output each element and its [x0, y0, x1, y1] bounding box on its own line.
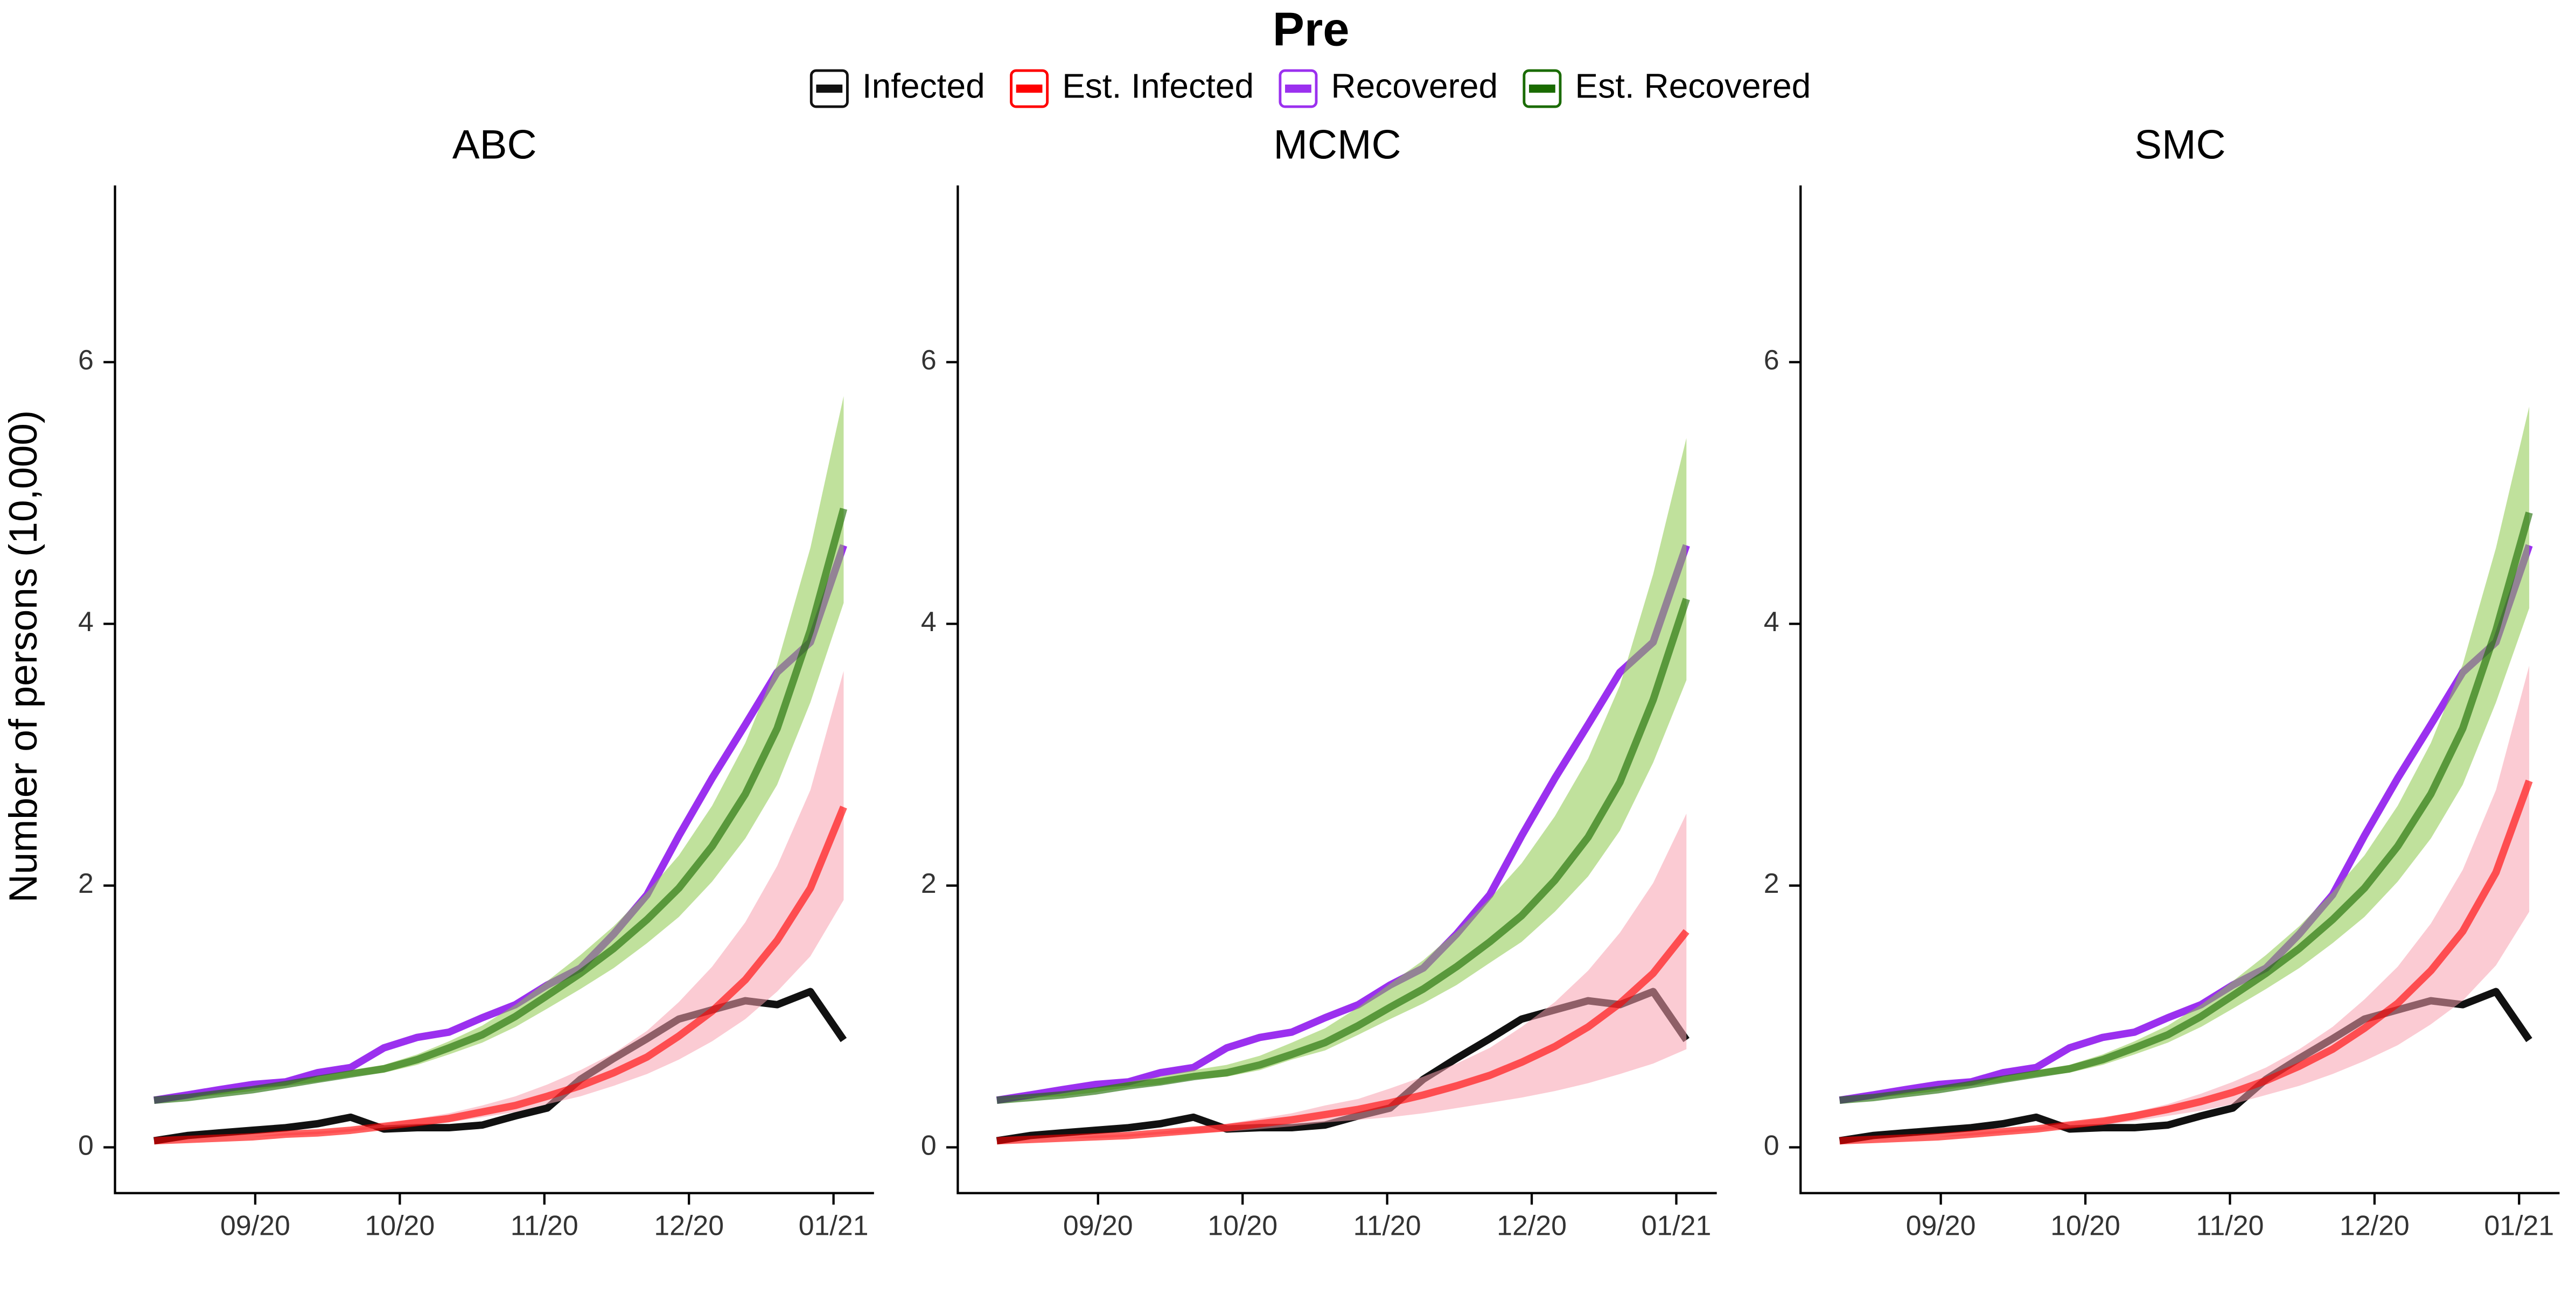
estimate-line — [1839, 512, 2533, 1104]
panel: SMC 0 2 4 6 09/20 10/20 11/20 12/20 01/21 — [1764, 122, 2560, 1241]
y-tick-label: 0 — [921, 1129, 937, 1160]
axis-line — [114, 185, 874, 1194]
y-tick-label: 2 — [921, 868, 937, 899]
confidence-band — [996, 438, 1687, 1101]
y-tick-label: 2 — [78, 868, 94, 899]
y-tick-label: 6 — [1764, 344, 1779, 375]
y-tick-label: 0 — [1764, 1129, 1779, 1160]
panel: MCMC 0 2 4 6 09/20 10/20 11/20 12/20 01/21 — [921, 122, 1717, 1241]
panel-title: MCMC — [1273, 122, 1401, 167]
legend-item: Recovered — [1279, 66, 1498, 108]
y-axis-label: Number of persons (10,000) — [1, 410, 45, 903]
legend-label: Est. Infected — [1062, 66, 1254, 105]
x-tick-label: 12/20 — [1497, 1209, 1567, 1241]
y-tick-label: 6 — [921, 344, 937, 375]
panel-title: SMC — [2134, 122, 2225, 167]
x-tick-label: 09/20 — [1063, 1209, 1133, 1241]
x-tick-label: 01/21 — [799, 1209, 869, 1241]
y-tick-label: 4 — [1764, 606, 1779, 637]
y-tick-label: 6 — [78, 344, 94, 375]
confidence-band — [996, 813, 1687, 1141]
x-tick-label: 10/20 — [1207, 1209, 1277, 1241]
x-tick-label: 09/20 — [220, 1209, 290, 1241]
y-tick-label: 4 — [78, 606, 94, 637]
estimate-line — [996, 598, 1690, 1104]
x-tick-label: 09/20 — [1906, 1209, 1976, 1241]
legend-label: Est. Recovered — [1575, 66, 1811, 105]
legend: Infected Est. Infected Recovered Est. Recov… — [809, 66, 1811, 108]
x-tick-label: 11/20 — [1353, 1209, 1421, 1241]
estimate-line — [153, 806, 847, 1145]
x-tick-label: 10/20 — [365, 1209, 435, 1241]
estimate-line — [996, 929, 1690, 1145]
x-tick-label: 01/21 — [2484, 1209, 2554, 1241]
observed-line — [1839, 544, 2533, 1104]
y-tick-label: 4 — [921, 606, 937, 637]
x-tick-label: 12/20 — [654, 1209, 724, 1241]
y-tick-label: 0 — [78, 1129, 94, 1160]
panel-title: ABC — [452, 122, 537, 167]
axis-line — [1799, 185, 2560, 1194]
legend-label: Infected — [862, 66, 985, 105]
estimate-line — [1839, 779, 2533, 1145]
legend-item: Est. Recovered — [1523, 66, 1811, 108]
axis-line — [957, 185, 1717, 1194]
legend-label: Recovered — [1331, 66, 1498, 105]
y-tick-label: 2 — [1764, 868, 1779, 899]
estimate-line — [153, 507, 848, 1104]
x-tick-label: 11/20 — [511, 1209, 578, 1241]
confidence-band — [1839, 666, 2530, 1141]
confidence-band — [154, 671, 844, 1141]
observed-line — [153, 544, 847, 1104]
panel: ABC 0 2 4 6 09/20 10/20 11/20 12/20 01/21 — [78, 122, 874, 1241]
observed-line — [996, 544, 1690, 1104]
chart-title: Pre — [1273, 2, 1350, 55]
x-tick-label: 01/21 — [1642, 1209, 1712, 1241]
x-tick-label: 11/20 — [2196, 1209, 2264, 1241]
x-tick-label: 12/20 — [2340, 1209, 2410, 1241]
legend-item: Infected — [809, 66, 985, 108]
x-tick-label: 10/20 — [2050, 1209, 2120, 1241]
legend-item: Est. Infected — [1010, 66, 1254, 108]
